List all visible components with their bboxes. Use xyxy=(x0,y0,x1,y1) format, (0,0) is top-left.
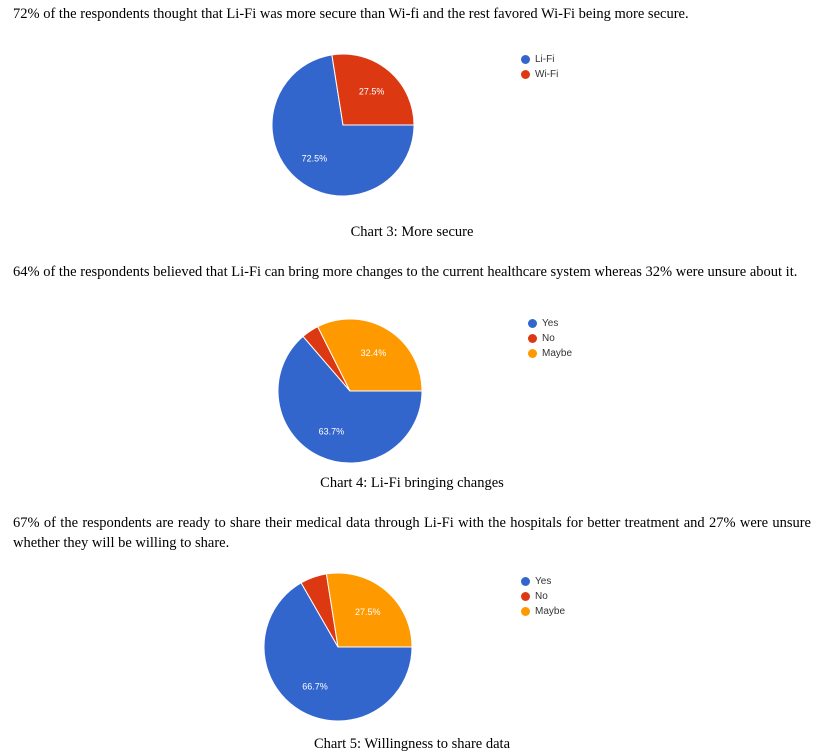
legend-label: Yes xyxy=(542,318,559,329)
paragraph-more-secure: 72% of the respondents thought that Li-F… xyxy=(13,6,689,22)
legend-label: No xyxy=(535,591,548,602)
pie-slice-label: 63.7% xyxy=(319,427,345,437)
legend-swatch xyxy=(521,577,530,586)
legend-more-secure: Li-Fi Wi-Fi xyxy=(521,52,558,82)
pie-slice-label: 66.7% xyxy=(302,682,328,692)
legend-item-yes: Yes xyxy=(528,316,572,331)
legend-swatch xyxy=(521,592,530,601)
pie-slice-yes xyxy=(263,582,413,722)
pie-slice-yes xyxy=(277,335,423,464)
legend-label: Wi-Fi xyxy=(535,69,559,80)
legend-label: Maybe xyxy=(535,606,566,617)
legend-item-maybe: Maybe xyxy=(528,346,572,361)
pie-slice-label: 27.5% xyxy=(355,607,381,617)
legend-swatch xyxy=(521,55,530,64)
legend-swatch xyxy=(528,349,537,358)
pie-slice-maybe xyxy=(317,318,423,392)
legend-swatch xyxy=(521,70,530,79)
pie-slice-label: 32.4% xyxy=(361,348,387,358)
legend-item-wi-fi: Wi-Fi xyxy=(521,67,558,82)
legend-item-no: No xyxy=(528,331,572,346)
pie-chart-lifi-changes: 63.7% 32.4% xyxy=(277,318,423,464)
legend-swatch xyxy=(528,334,537,343)
legend-label: Yes xyxy=(535,576,552,587)
legend-item-li-fi: Li-Fi xyxy=(521,52,558,67)
legend-label: Maybe xyxy=(542,348,573,359)
legend-swatch xyxy=(528,319,537,328)
pie-chart-share-data: 66.7% 27.5% xyxy=(263,572,413,722)
legend-lifi-changes: Yes No Maybe xyxy=(528,316,572,361)
pie-slice-label: 27.5% xyxy=(359,87,385,97)
pie-slice-maybe xyxy=(325,572,413,648)
legend-item-yes: Yes xyxy=(521,574,565,589)
legend-swatch xyxy=(521,607,530,616)
legend-label: No xyxy=(542,333,555,344)
legend-share-data: Yes No Maybe xyxy=(521,574,565,619)
pie-slice-wi-fi xyxy=(331,53,415,126)
caption-chart-3: Chart 3: More secure xyxy=(350,224,474,240)
paragraph-share-data: 67% of the respondents are ready to shar… xyxy=(13,515,811,551)
legend-label: Li-Fi xyxy=(535,54,555,65)
paragraph-lifi-changes: 64% of the respondents believed that Li-… xyxy=(13,264,798,280)
legend-item-maybe: Maybe xyxy=(521,604,565,619)
legend-item-no: No xyxy=(521,589,565,604)
pie-slice-label: 72.5% xyxy=(302,153,328,163)
pie-chart-more-secure: 72.5% 27.5% xyxy=(271,53,415,197)
caption-chart-4: Chart 4: Li-Fi bringing changes xyxy=(320,475,504,491)
caption-chart-5: Chart 5: Willingness to share data xyxy=(313,736,511,752)
